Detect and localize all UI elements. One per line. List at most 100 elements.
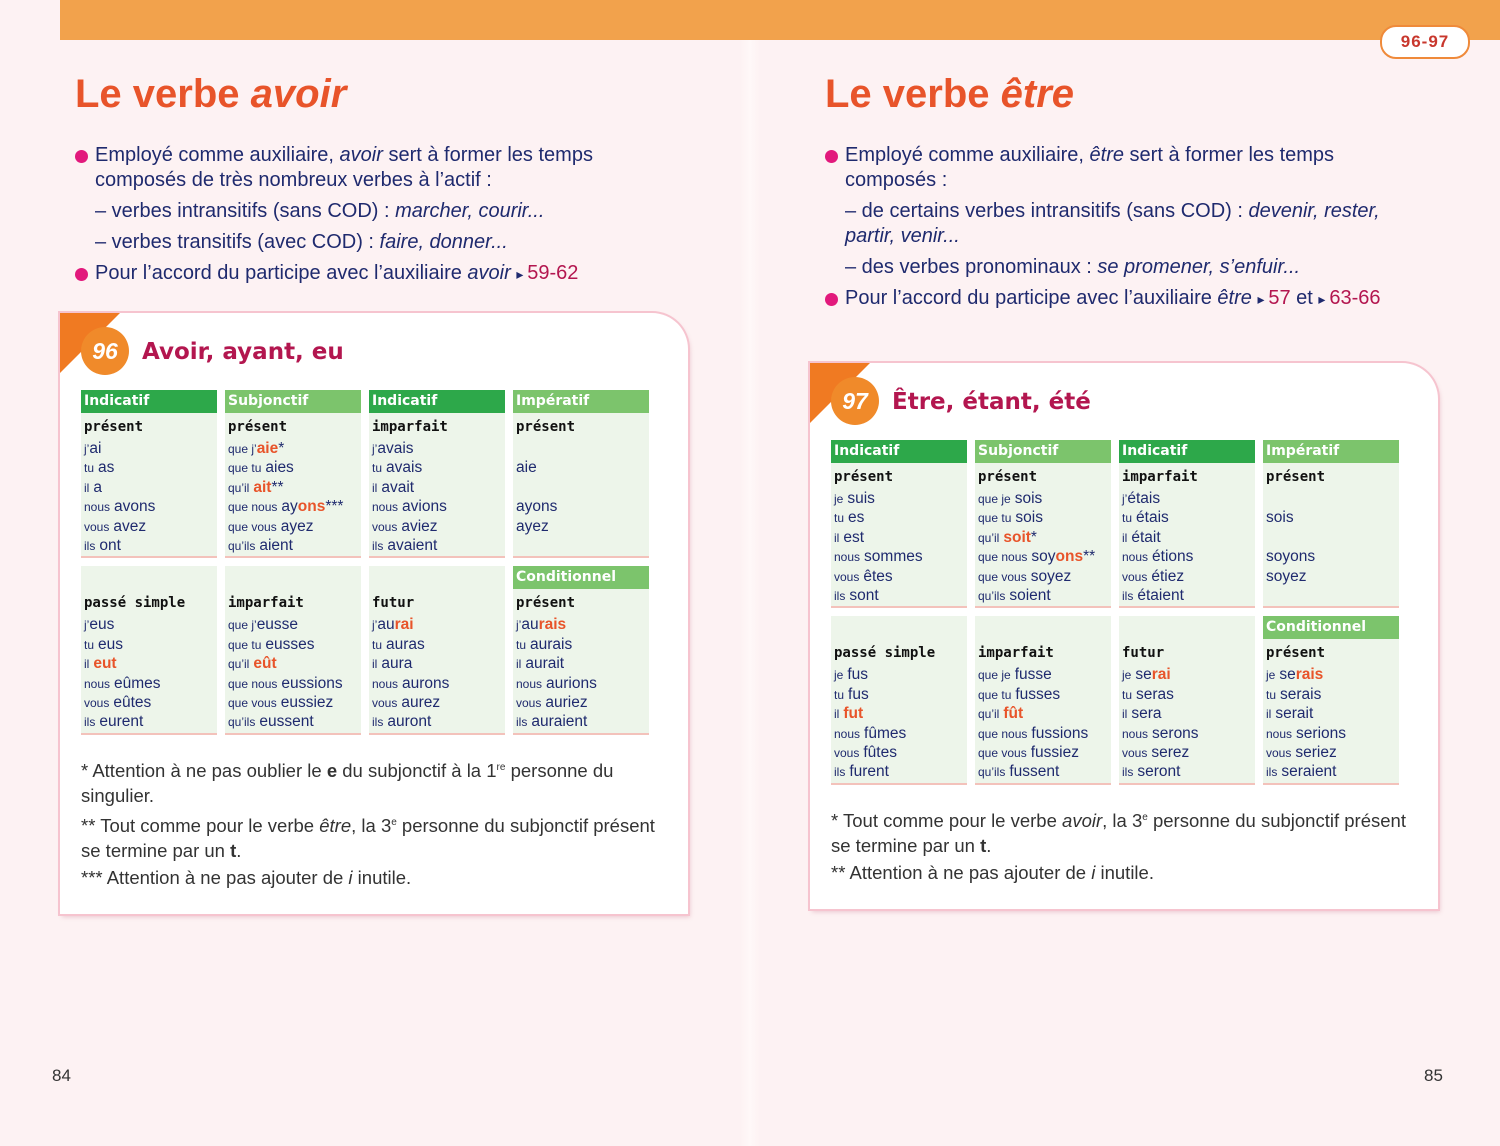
pronoun: ils bbox=[516, 715, 528, 730]
conjugation-cell: Conditionnel présent je serais tu serais il ser… bbox=[1263, 616, 1399, 785]
conjugation-line: que tu fusses bbox=[975, 685, 1111, 704]
text-run: soient bbox=[1009, 586, 1051, 604]
tense-label: imparfait bbox=[228, 595, 304, 612]
pronoun: il bbox=[516, 657, 522, 672]
conjugation-line: que tu sois bbox=[975, 508, 1111, 527]
text-run: ayons bbox=[516, 498, 558, 516]
pronoun: vous bbox=[84, 519, 110, 534]
conjugation-line: j’aurais bbox=[513, 615, 649, 634]
pronoun: qu’il bbox=[978, 707, 1000, 722]
conjugation-line: que nous soyons** bbox=[975, 547, 1111, 566]
conjugation-line: il aurait bbox=[513, 654, 649, 673]
conjugation-line: vous fûtes bbox=[831, 743, 967, 762]
pronoun: que tu bbox=[228, 637, 262, 652]
text-run: fusses bbox=[1015, 685, 1061, 703]
mode-header: Indicatif bbox=[369, 390, 505, 413]
pronoun: il bbox=[372, 657, 378, 672]
text-run: aura bbox=[381, 655, 413, 673]
text-run: * bbox=[1030, 528, 1037, 546]
conjugation-cell: Indicatif présent je suis tu es il est nous somme… bbox=[831, 440, 967, 609]
text-run: , la 3 bbox=[351, 815, 392, 836]
pronoun: nous bbox=[1266, 726, 1293, 741]
text-run: sommes bbox=[864, 548, 923, 566]
conjugation-line: que vous ayez bbox=[225, 517, 361, 536]
conjugation-line: qu’ils fussent bbox=[975, 762, 1111, 781]
mode-header bbox=[975, 616, 1111, 639]
text-run: Le verbe bbox=[75, 72, 251, 116]
text-run: seriez bbox=[1295, 743, 1337, 761]
text-run: Pour l’accord du participe avec l’auxili… bbox=[95, 262, 468, 284]
text-run: * Tout comme pour le verbe bbox=[831, 809, 1063, 831]
conjugation-line: tu avais bbox=[369, 458, 505, 477]
pronoun: tu bbox=[1266, 687, 1277, 702]
pronoun: vous bbox=[372, 695, 398, 710]
conjugation-line: vous avez bbox=[81, 517, 217, 536]
mode-header bbox=[225, 566, 361, 589]
text-run: re bbox=[496, 761, 506, 773]
pronoun: j’ bbox=[516, 618, 522, 633]
conjugation-line: ils auront bbox=[369, 712, 505, 731]
text-run: aurions bbox=[546, 674, 597, 692]
text-run: furent bbox=[849, 763, 889, 781]
text-run: t bbox=[230, 840, 237, 861]
text-run: ayez bbox=[516, 517, 549, 535]
text-run: étions bbox=[1152, 548, 1194, 566]
tense-label: passé simple bbox=[834, 645, 936, 662]
text-run: avoir bbox=[467, 262, 511, 284]
mode-header: Indicatif bbox=[1119, 440, 1255, 463]
pronoun: il bbox=[1122, 707, 1128, 722]
text-run: serait bbox=[1275, 705, 1314, 723]
pronoun: vous bbox=[834, 569, 860, 584]
page-reference: 57 bbox=[1257, 287, 1290, 309]
pronoun: tu bbox=[372, 461, 383, 476]
text-run: étiez bbox=[1151, 567, 1185, 585]
conjugation-card: 97 Être, étant, été Indicatif présent je suis… bbox=[810, 363, 1438, 909]
mode-header: Subjonctif bbox=[225, 390, 361, 413]
conjugation-line: je serai bbox=[1119, 665, 1255, 684]
conjugation-line: que nous ayons*** bbox=[225, 497, 361, 516]
pronoun: il bbox=[372, 480, 378, 495]
pronoun: je bbox=[834, 668, 844, 683]
text-run: inutile. bbox=[352, 867, 412, 888]
conjugation-line: vous auriez bbox=[513, 693, 649, 712]
pronoun: que vous bbox=[978, 745, 1027, 760]
card-number: 97 bbox=[831, 377, 879, 425]
pronoun: nous bbox=[372, 500, 399, 515]
page-number: 84 bbox=[52, 1066, 71, 1085]
text-run: eûtes bbox=[113, 693, 152, 711]
top-band bbox=[60, 0, 1500, 40]
pronoun: que je bbox=[978, 668, 1011, 683]
tense-label: présent bbox=[1266, 645, 1326, 662]
pronoun: il bbox=[834, 707, 840, 722]
text-run: sont bbox=[849, 586, 879, 604]
text-run: être bbox=[319, 815, 352, 836]
text-run: fus bbox=[847, 666, 869, 684]
page-reference: 63-66 bbox=[1318, 287, 1380, 309]
pronoun: tu bbox=[372, 637, 383, 652]
conjugation-line: ils furent bbox=[831, 762, 967, 781]
text-run: ** Tout comme pour le verbe bbox=[81, 815, 320, 836]
conjugation-line: tu auras bbox=[369, 635, 505, 654]
text-run: suis bbox=[847, 490, 875, 507]
text-run: Employé comme auxiliaire, bbox=[95, 144, 340, 166]
pronoun: que nous bbox=[978, 726, 1028, 741]
pronoun: j’ bbox=[84, 618, 90, 633]
conjugation-line: je suis bbox=[831, 489, 967, 508]
conjugation-line: qu’il ait** bbox=[225, 478, 361, 497]
conjugation-line: tu as bbox=[81, 458, 217, 477]
pronoun: je bbox=[834, 492, 844, 506]
text-run: fûmes bbox=[864, 724, 907, 742]
bullet-item: Pour l’accord du participe avec l’auxili… bbox=[825, 286, 1395, 312]
bullet-text: Employé comme auxiliaire, avoir sert à f… bbox=[95, 143, 645, 193]
tense-label: présent bbox=[978, 469, 1038, 485]
text-run: , la 3 bbox=[1102, 809, 1143, 831]
pronoun: qu’ils bbox=[978, 588, 1006, 603]
text-run: aviez bbox=[401, 517, 438, 535]
mode-header: Indicatif bbox=[81, 390, 217, 413]
mode-header: Subjonctif bbox=[975, 440, 1111, 463]
text-run: aurait bbox=[525, 655, 565, 673]
pronoun: tu bbox=[834, 511, 845, 526]
mode-header: Conditionnel bbox=[1263, 616, 1399, 640]
text-run: avait bbox=[381, 478, 415, 496]
text-run: personne du subjonctif présent se termin… bbox=[81, 815, 655, 861]
